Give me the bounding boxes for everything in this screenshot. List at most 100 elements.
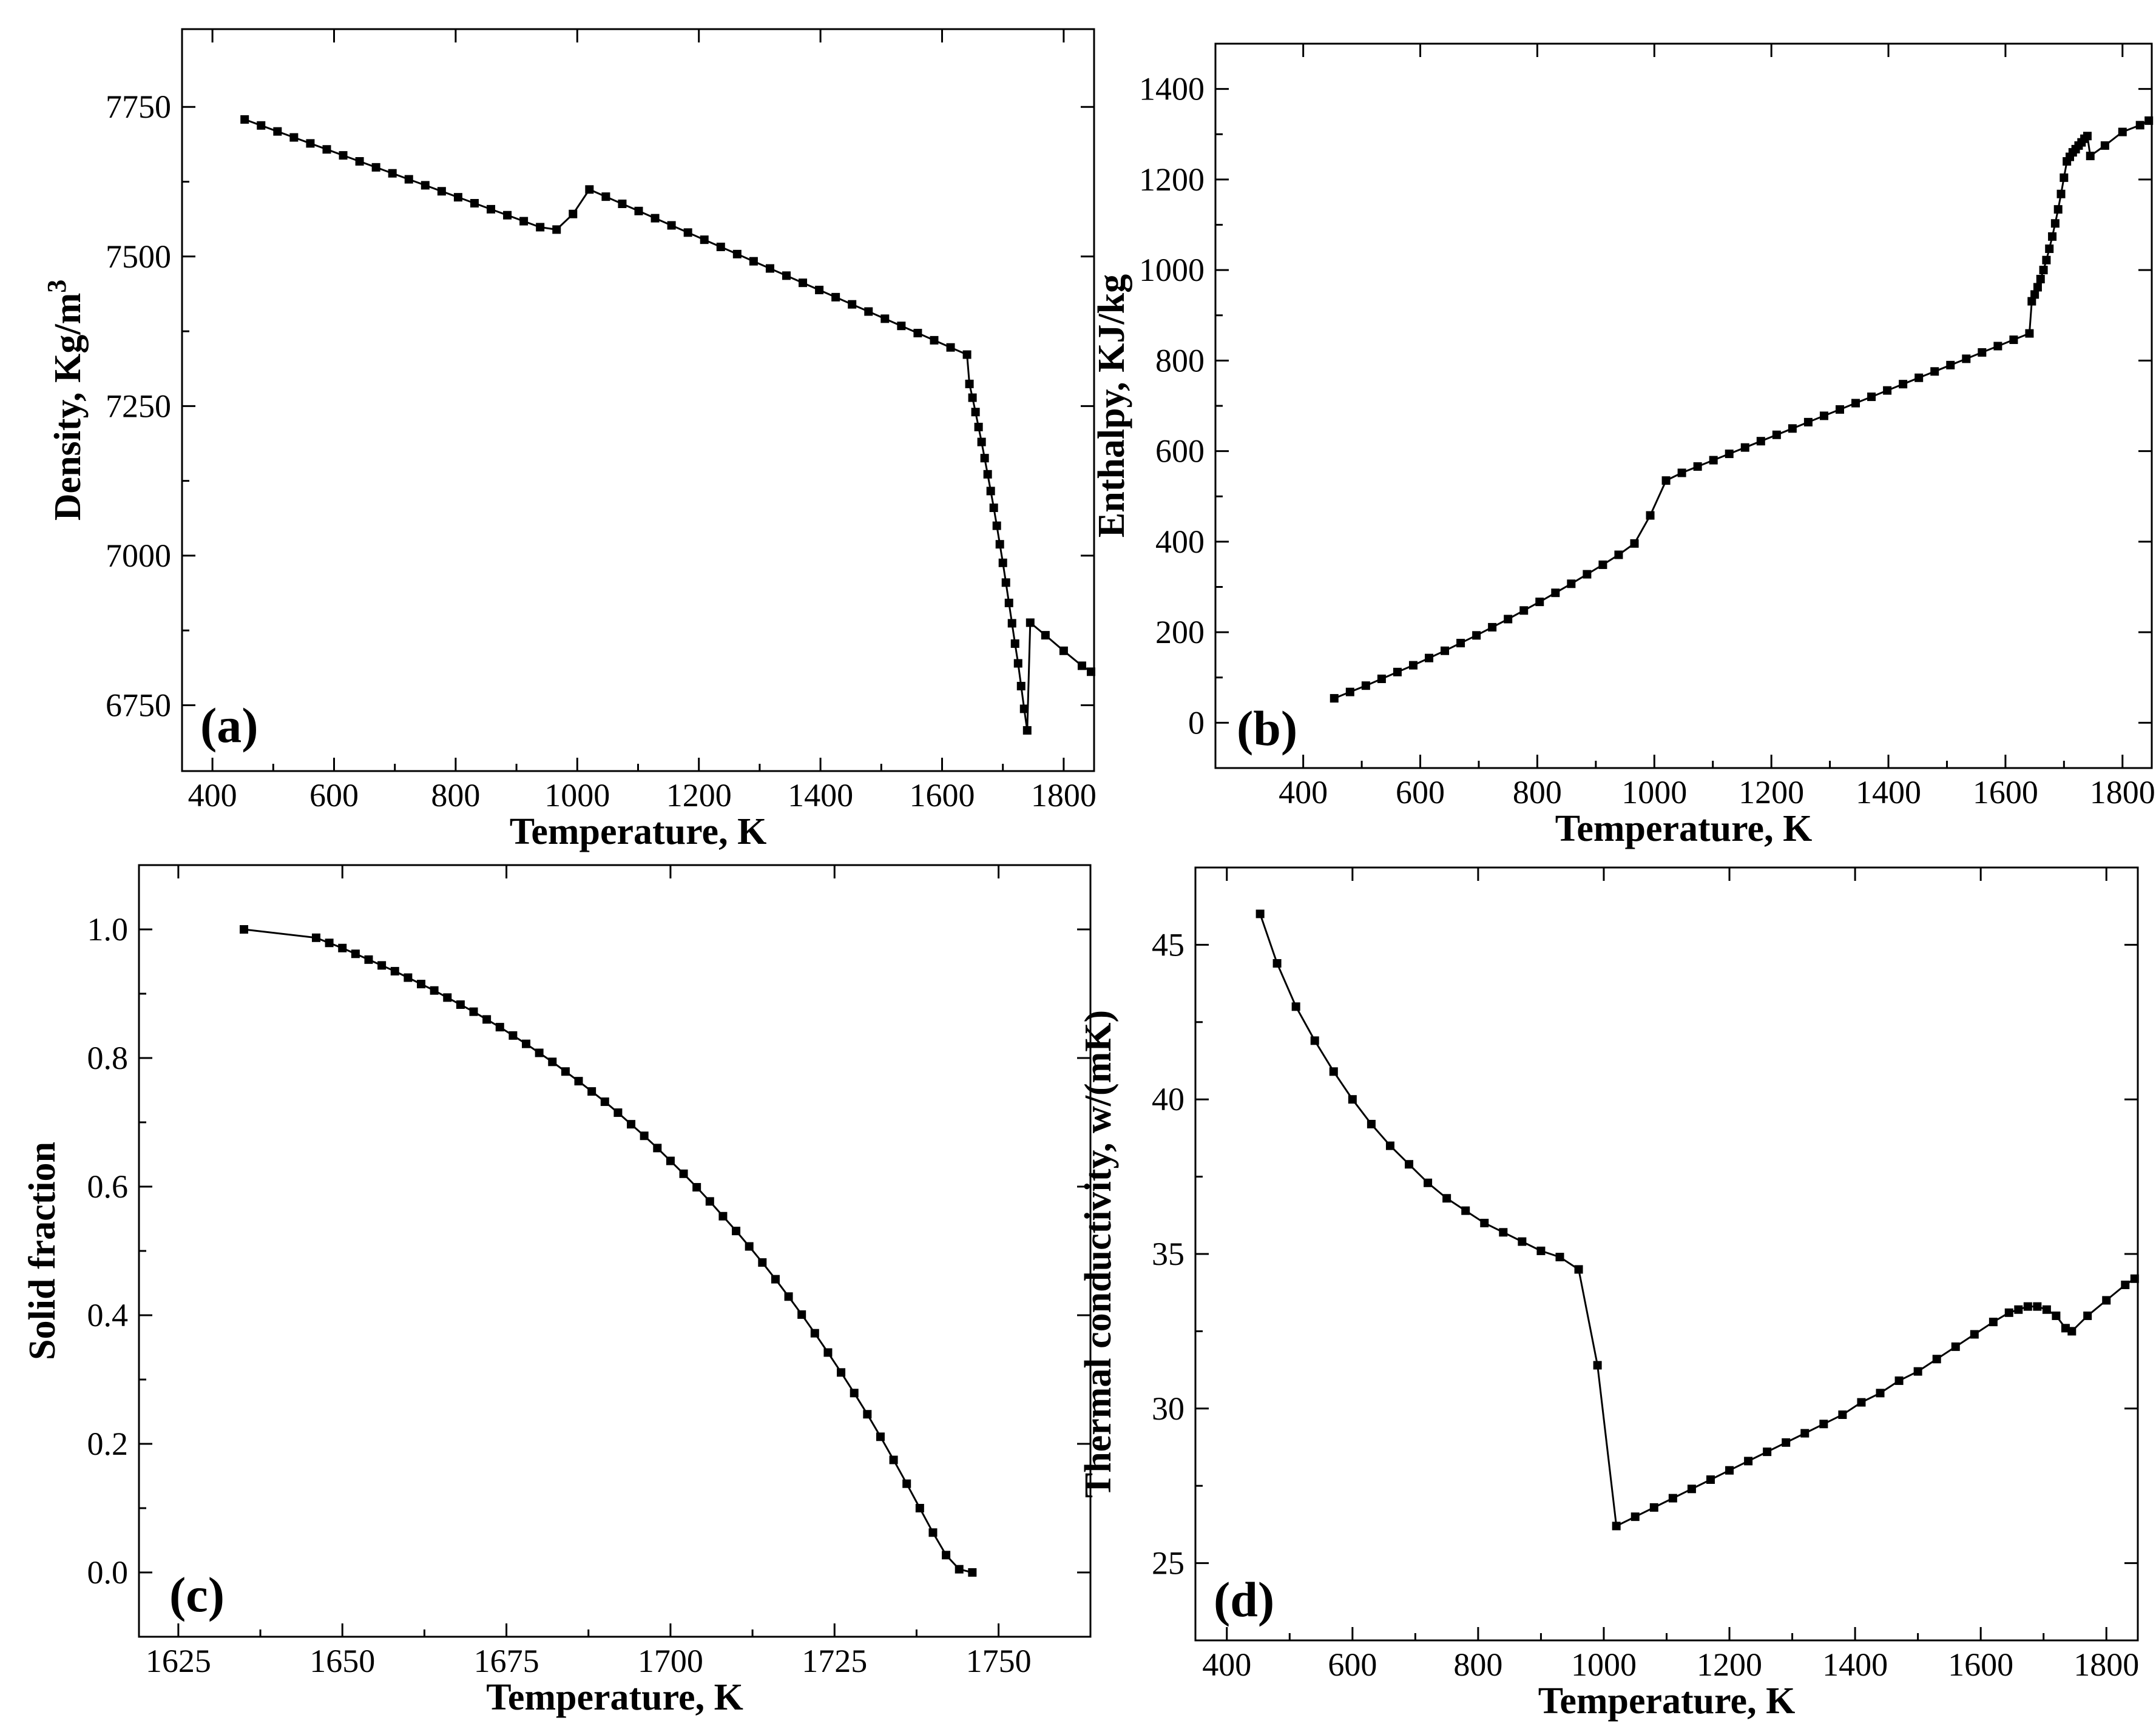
data-point — [437, 187, 446, 196]
data-point — [634, 206, 643, 215]
data-point — [705, 1197, 714, 1206]
data-point — [666, 1156, 675, 1165]
y-tick-label: 40 — [1152, 1081, 1184, 1117]
plot-frame — [181, 28, 1095, 772]
data-point — [1857, 1398, 1866, 1407]
data-point — [482, 1015, 492, 1024]
data-point — [989, 504, 998, 513]
data-point — [1899, 380, 1908, 389]
y-tick-label: 1.0 — [87, 911, 129, 948]
data-point — [1330, 694, 1339, 703]
data-point — [683, 228, 692, 237]
data-point — [876, 1432, 885, 1441]
data-point — [257, 121, 266, 130]
data-point — [2067, 1327, 2077, 1336]
y-tick-label: 0.6 — [87, 1168, 129, 1205]
panel-label: (a) — [200, 698, 259, 753]
data-point — [2083, 132, 2092, 141]
data-point — [355, 157, 364, 166]
data-point — [1800, 1429, 1810, 1438]
x-tick-label: 1000 — [1571, 1646, 1637, 1683]
y-axis-label: Enthalpy, KJ/kg — [1091, 274, 1132, 537]
x-tick-label: 1800 — [2090, 774, 2155, 810]
data-point — [2135, 121, 2144, 130]
y-axis-label-text: Enthalpy, KJ/kg — [1091, 274, 1132, 537]
data-point — [1480, 1219, 1489, 1228]
x-tick-label: 1200 — [666, 777, 732, 814]
data-point — [1424, 1178, 1433, 1187]
data-point — [850, 1389, 859, 1398]
data-point — [587, 1087, 596, 1096]
data-point — [601, 192, 610, 201]
data-point — [915, 1504, 924, 1512]
y-tick-label: 0.0 — [87, 1554, 129, 1591]
y-tick-label: 6750 — [106, 687, 171, 724]
data-point — [2039, 266, 2048, 275]
data-point — [1835, 405, 1844, 414]
data-point — [2030, 290, 2039, 299]
data-point — [1255, 909, 1265, 918]
data-point — [1518, 1237, 1527, 1246]
data-point — [1010, 639, 1019, 648]
data-point — [338, 943, 347, 952]
y-tick-label: 7000 — [106, 537, 171, 574]
data-point — [679, 1169, 688, 1178]
data-point — [971, 408, 980, 417]
data-point — [651, 214, 660, 223]
data-point — [640, 1131, 649, 1141]
data-point — [561, 1067, 570, 1076]
data-point — [1962, 354, 1971, 363]
data-point — [1744, 1457, 1753, 1466]
data-point — [815, 286, 824, 295]
data-point — [1668, 1494, 1677, 1503]
y-tick-label: 7250 — [106, 388, 171, 424]
data-point — [1367, 1119, 1376, 1128]
data-point — [700, 235, 709, 244]
data-point — [600, 1097, 609, 1107]
data-point — [784, 1292, 793, 1301]
data-point — [983, 470, 992, 479]
data-point — [902, 1479, 911, 1488]
data-point — [351, 949, 360, 959]
data-point — [1551, 588, 1560, 598]
data-point — [1993, 342, 2002, 351]
data-point — [1329, 1067, 1338, 1076]
y-tick-label: 1200 — [1139, 161, 1205, 198]
data-point — [692, 1183, 701, 1192]
data-point — [749, 257, 758, 266]
data-point — [552, 225, 561, 234]
data-point — [1772, 430, 1781, 439]
data-point — [1876, 1389, 1885, 1398]
data-point — [1424, 653, 1433, 662]
data-point — [1013, 659, 1022, 668]
data-point — [2083, 1311, 2092, 1320]
series-line-1 — [1259, 913, 2135, 1528]
data-point — [980, 454, 989, 463]
data-point — [388, 169, 397, 178]
data-point — [421, 181, 430, 190]
x-tick-label: 1000 — [1621, 774, 1687, 810]
data-point — [863, 1410, 872, 1419]
data-point — [2050, 219, 2060, 228]
data-point — [848, 300, 857, 309]
data-point — [2144, 116, 2154, 125]
data-point — [1086, 667, 1095, 676]
data-point — [1385, 1141, 1394, 1150]
x-tick-label: 1800 — [2073, 1646, 2139, 1683]
data-point — [1026, 618, 1035, 627]
x-tick-label: 600 — [1396, 774, 1445, 810]
data-point — [913, 329, 922, 338]
data-point — [339, 151, 348, 160]
data-point — [1661, 476, 1671, 485]
data-point — [1883, 386, 1892, 395]
data-point — [1914, 373, 1924, 382]
data-point — [992, 521, 1001, 530]
y-tick-label: 1400 — [1139, 71, 1205, 107]
data-point — [404, 973, 413, 982]
data-point — [1851, 399, 1860, 408]
data-point — [273, 127, 282, 136]
data-point — [1019, 704, 1029, 713]
data-point — [519, 217, 529, 226]
data-point — [2042, 255, 2051, 265]
data-point — [946, 343, 955, 352]
